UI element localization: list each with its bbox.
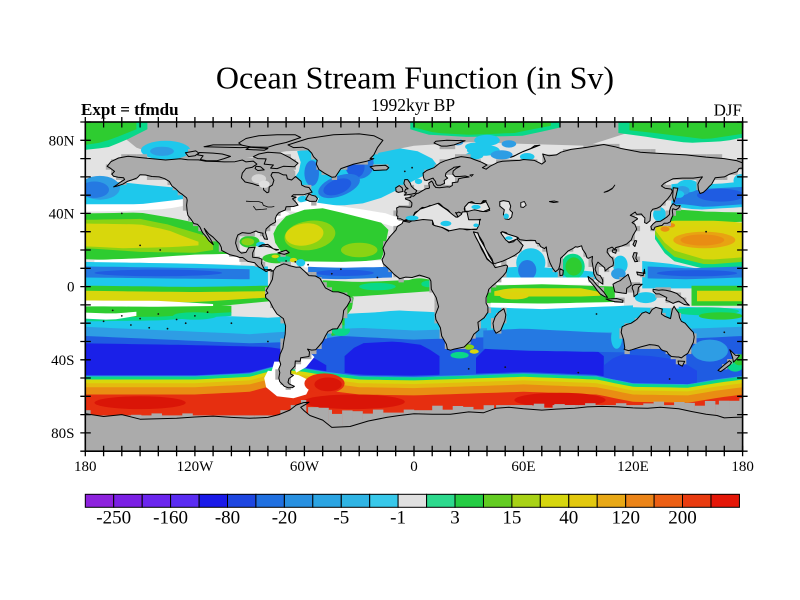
svg-text:200: 200 xyxy=(668,508,697,529)
svg-text:0: 0 xyxy=(67,280,75,296)
svg-text:60E: 60E xyxy=(511,459,535,475)
svg-text:-5: -5 xyxy=(333,508,349,529)
svg-text:60W: 60W xyxy=(290,459,320,475)
svg-text:-250: -250 xyxy=(96,508,131,529)
svg-text:80S: 80S xyxy=(51,426,74,442)
svg-text:-1: -1 xyxy=(390,508,406,529)
svg-text:-80: -80 xyxy=(215,508,240,529)
svg-text:1992kyr BP: 1992kyr BP xyxy=(371,95,455,115)
svg-text:120E: 120E xyxy=(617,459,649,475)
svg-text:40S: 40S xyxy=(51,353,74,369)
svg-text:DJF: DJF xyxy=(714,101,742,120)
svg-text:120: 120 xyxy=(611,508,640,529)
svg-text:3: 3 xyxy=(450,508,460,529)
svg-text:80N: 80N xyxy=(49,133,75,149)
svg-text:40N: 40N xyxy=(49,206,75,222)
svg-text:40: 40 xyxy=(559,508,578,529)
svg-text:Expt = tfmdu: Expt = tfmdu xyxy=(81,100,179,119)
svg-text:0: 0 xyxy=(410,459,418,475)
svg-text:180: 180 xyxy=(74,459,97,475)
svg-text:-20: -20 xyxy=(272,508,297,529)
svg-text:-160: -160 xyxy=(153,508,188,529)
svg-text:Ocean Stream Function (in Sv): Ocean Stream Function (in Sv) xyxy=(216,60,614,96)
svg-text:15: 15 xyxy=(502,508,521,529)
svg-text:120W: 120W xyxy=(177,459,215,475)
svg-text:180: 180 xyxy=(731,459,754,475)
